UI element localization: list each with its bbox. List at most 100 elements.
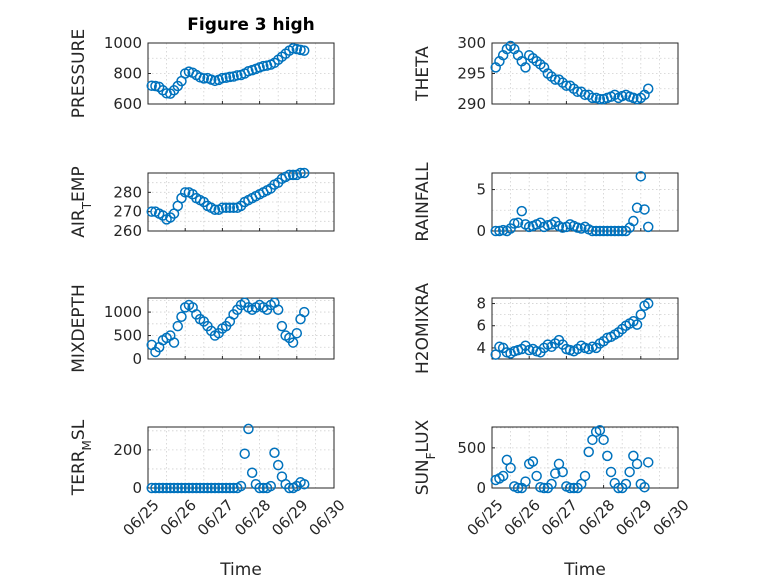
data-point — [546, 478, 557, 490]
data-point — [642, 457, 654, 468]
y-tick-label: 1000 — [104, 303, 142, 321]
data-point — [183, 482, 195, 494]
x-tick-label: 06/29 — [268, 496, 311, 539]
x-axis-label: Time — [563, 560, 606, 580]
data-point — [179, 482, 191, 494]
data-point — [531, 470, 542, 482]
data-point — [598, 434, 609, 446]
data-point — [497, 470, 509, 482]
chart-panel-sun-flux: 0 500 SUNFLUX 06/2506/2606/2706/2806/2906/3… — [413, 419, 693, 580]
x-tick-label: 06/28 — [575, 496, 618, 539]
data-point — [213, 482, 224, 494]
y-tick-label: 5 — [476, 181, 486, 199]
data-point — [209, 204, 221, 215]
axes-frame — [147, 297, 335, 360]
data-point — [224, 202, 236, 214]
chart-panel-theta: 290 295 300 THETA — [413, 34, 679, 113]
y-axis-label: AIRTEMP — [69, 166, 94, 237]
data-point — [146, 206, 157, 217]
data-point — [635, 171, 647, 182]
y-tick-label: 600 — [113, 95, 142, 113]
data-point — [583, 446, 594, 458]
data-point — [220, 202, 232, 214]
data-point — [512, 217, 524, 228]
x-tick-label: 06/29 — [612, 496, 655, 539]
data-point — [217, 202, 228, 214]
data-point — [172, 320, 184, 332]
data-point — [587, 92, 598, 104]
y-tick-label: 290 — [457, 95, 486, 113]
axes-frame — [491, 297, 679, 360]
data-point — [587, 225, 598, 237]
chart-panel-h2omixra: 4 6 8 H2OMIXRA — [413, 283, 679, 374]
data-point — [265, 480, 277, 492]
data-point — [176, 482, 187, 494]
data-point — [239, 448, 250, 459]
data-point — [620, 478, 632, 490]
x-axis-label: Time — [219, 560, 262, 580]
x-tick-label: 06/27 — [194, 496, 237, 539]
data-point — [613, 225, 624, 237]
data-point — [298, 478, 310, 490]
data-point — [202, 482, 213, 494]
data-point — [579, 470, 591, 482]
data-point — [272, 459, 284, 471]
data-point — [209, 482, 221, 494]
data-point — [220, 482, 232, 494]
data-point — [179, 187, 191, 198]
data-point — [602, 225, 613, 237]
data-point — [609, 225, 621, 237]
y-tick-label: 500 — [457, 439, 486, 457]
data-point — [635, 309, 647, 320]
data-point — [594, 225, 606, 237]
data-point — [642, 221, 654, 233]
figure-title: Figure 3 high — [187, 15, 315, 35]
data-point — [269, 447, 280, 458]
data-point — [198, 482, 210, 494]
data-point — [161, 482, 172, 494]
data-point — [254, 482, 265, 494]
data-point — [153, 482, 165, 494]
data-point — [224, 71, 236, 83]
x-tick-label: 06/30 — [649, 496, 692, 539]
data-point — [298, 306, 310, 318]
axes-frame — [147, 426, 335, 489]
chart-panel-mixdepth: 0 500 1000 MIXDEPTH — [69, 284, 335, 373]
y-tick-label: 300 — [457, 34, 486, 52]
data-point — [205, 482, 217, 494]
y-axis-label: H2OMIXRA — [413, 283, 433, 374]
data-point — [198, 73, 210, 84]
y-tick-label: 270 — [113, 203, 142, 221]
data-point — [631, 458, 643, 470]
data-point — [172, 482, 184, 494]
data-point — [291, 43, 303, 55]
data-point — [295, 44, 306, 56]
data-point — [284, 482, 295, 494]
data-point — [295, 167, 306, 179]
data-point — [557, 466, 568, 478]
y-tick-label: 1000 — [104, 34, 142, 52]
data-point — [624, 466, 635, 478]
data-point — [217, 72, 228, 84]
data-point — [276, 320, 288, 332]
data-point — [232, 70, 243, 81]
data-point — [642, 83, 654, 94]
data-point — [194, 482, 206, 494]
data-point — [631, 319, 643, 330]
y-tick-label: 260 — [113, 222, 142, 240]
data-point — [527, 456, 539, 467]
data-point — [146, 482, 157, 494]
data-point — [298, 45, 310, 56]
data-point — [516, 205, 528, 217]
data-point — [564, 482, 576, 494]
data-point — [631, 202, 643, 214]
y-axis-label: MIXDEPTH — [69, 284, 89, 373]
data-point — [146, 80, 157, 91]
data-point — [157, 482, 169, 494]
data-point — [228, 202, 239, 214]
y-axis-label: PRESSURE — [69, 29, 89, 118]
data-point — [520, 476, 531, 487]
data-point — [224, 482, 236, 494]
